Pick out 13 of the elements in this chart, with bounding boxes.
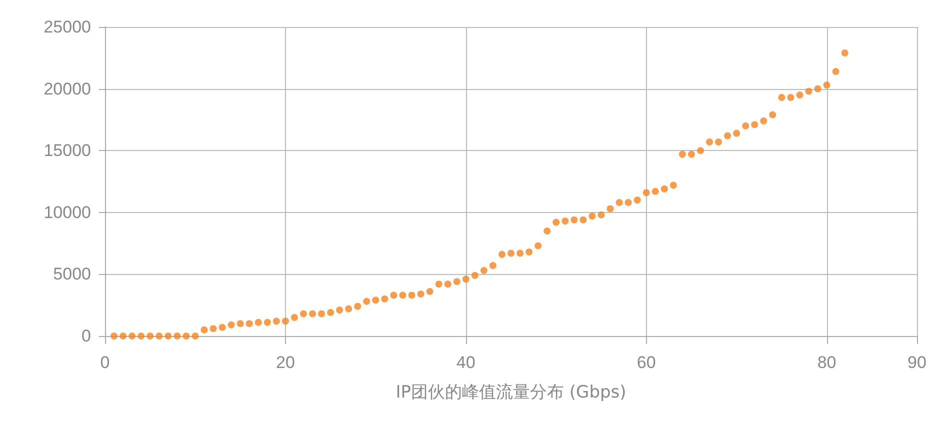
y-tick-label: 5000 xyxy=(53,264,91,284)
x-tick-label: 90 xyxy=(908,353,926,372)
y-tick-label: 0 xyxy=(82,326,91,346)
y-tick-label: 25000 xyxy=(44,18,91,36)
x-tick-label: 20 xyxy=(276,353,295,372)
y-tick-label: 15000 xyxy=(44,141,91,160)
x-tick-label: 40 xyxy=(456,353,476,372)
y-tick-label: 10000 xyxy=(44,202,91,222)
x-tick-label: 60 xyxy=(636,353,656,372)
x-tick-label: 80 xyxy=(817,353,836,372)
x-tick-label: 0 xyxy=(100,353,110,372)
x-axis-title: IP团伙的峰值流量分布 (Gbps) xyxy=(396,382,626,402)
y-tick-label: 20000 xyxy=(44,79,91,98)
